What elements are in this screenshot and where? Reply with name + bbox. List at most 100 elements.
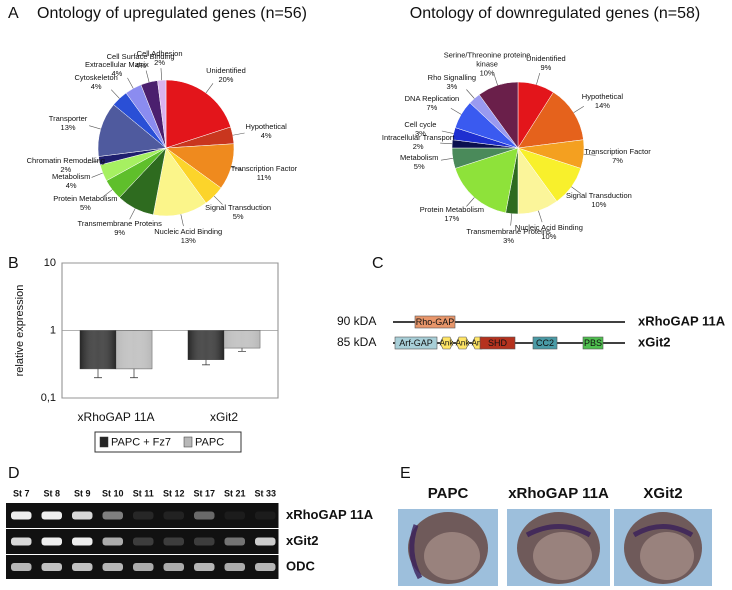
- lane-label: St 9: [74, 488, 91, 498]
- slice-name: Metabolism: [400, 152, 439, 162]
- leader-line: [232, 132, 245, 136]
- domain-box: [479, 336, 516, 350]
- slice-label: Transporter 13%: [20, 114, 116, 132]
- gel-row-label: ODC: [286, 558, 316, 573]
- gel-band: [194, 537, 215, 546]
- slice-label: Hypothetical 4%: [218, 122, 314, 140]
- embryo-stain: [525, 524, 592, 538]
- slice-value: 4%: [111, 69, 123, 79]
- gel-band: [163, 563, 184, 571]
- slice-name: Cytoskeleton: [74, 73, 118, 83]
- panel-label: B: [8, 255, 19, 272]
- slice-label: Unidentified 20%: [178, 66, 274, 84]
- slice-name: Protein Metabolism: [419, 205, 484, 214]
- lane-label: St 8: [43, 488, 60, 498]
- slice-name: Unidentified: [526, 54, 566, 64]
- gel-band: [224, 563, 245, 571]
- slice-name: Nucleic Acid Binding: [154, 226, 223, 236]
- leader-line: [205, 83, 214, 94]
- lane-label: St 33: [254, 488, 276, 498]
- domain-label: Ank: [456, 339, 471, 348]
- slice-name: Hypothetical: [245, 122, 287, 132]
- slice-label: DNA Replication 7%: [384, 94, 480, 112]
- gel-band: [255, 537, 276, 546]
- embryo-stain: [632, 524, 694, 538]
- legend-label: PAPC + Fz7: [111, 436, 171, 448]
- y-axis-label: relative expression: [14, 285, 26, 377]
- leader-line: [571, 186, 582, 195]
- gel-row-label: xRhoGAP 11A: [286, 507, 374, 522]
- domain-box: [455, 336, 470, 350]
- panel-label: E: [400, 465, 411, 482]
- slice-value: 20%: [218, 75, 234, 85]
- domain-label: PBS: [584, 338, 602, 348]
- domain-box: [394, 336, 438, 350]
- leader-line: [466, 197, 475, 207]
- chart-title: Ontology of upregulated genes (n=56): [37, 5, 307, 22]
- x-tick-label: xGit2: [210, 410, 238, 424]
- leader-line: [573, 105, 585, 113]
- pie-slice: [152, 147, 207, 217]
- slice-name: Protein Metabolism: [53, 194, 118, 204]
- embryo-label: PAPC: [428, 485, 469, 502]
- slice-label: Protein Metabolism 17%: [404, 205, 500, 223]
- legend-swatch: [99, 436, 109, 448]
- leader-line: [450, 108, 462, 115]
- domain-label: Rho-GAP: [416, 317, 455, 327]
- embryo-highlight: [640, 532, 694, 580]
- leader-line: [466, 89, 475, 99]
- slice-name: Transmembrane Proteins: [77, 219, 162, 229]
- gel-band: [133, 537, 154, 546]
- gel-band: [11, 537, 32, 546]
- slice-value: 13%: [60, 122, 76, 132]
- leader-line: [129, 208, 136, 220]
- slice-name: Rho Signalling: [427, 72, 477, 82]
- error-bar: [202, 359, 210, 366]
- pie-slice: [97, 104, 167, 157]
- leader-line: [127, 77, 134, 89]
- gel-band: [102, 537, 123, 546]
- slice-label: Intracellular Transport 2%: [370, 133, 466, 151]
- protein-size: 90 kDA: [337, 314, 376, 328]
- legend-swatch: [183, 436, 193, 448]
- domain-label: Ank: [440, 339, 455, 348]
- slice-label: Cell Adhesion 2%: [112, 49, 208, 67]
- gel-band: [163, 537, 184, 546]
- leader-line: [536, 73, 541, 85]
- panel-label: A: [8, 5, 19, 22]
- slice-name: Unidentified: [206, 66, 246, 76]
- y-tick-label: 0,1: [41, 392, 56, 404]
- slice-label: Extracellular Matrix 4%: [69, 60, 165, 78]
- error-bar: [130, 368, 138, 379]
- slice-name: Transporter: [48, 113, 88, 123]
- domain-box: [582, 336, 604, 350]
- slice-label: Chromatin Remodelling 2%: [18, 156, 114, 174]
- slice-label: Transmembrane Proteins 9%: [72, 219, 168, 237]
- slice-name: Serine/Threonine proteine kinase: [443, 50, 531, 69]
- slice-name: Nucleic Acid Binding: [514, 222, 583, 232]
- gel-band: [224, 511, 245, 520]
- slice-label: Rho Signalling 3%: [404, 73, 500, 91]
- leader-line: [87, 160, 100, 164]
- pie-slice: [165, 79, 231, 149]
- embryo-label: XGit2: [643, 485, 682, 502]
- slice-label: Hypothetical 14%: [554, 92, 650, 110]
- domain-label: SHD: [488, 338, 508, 348]
- lane-label: St 7: [13, 488, 30, 498]
- slice-value: 5%: [232, 211, 244, 221]
- leader-line: [102, 189, 113, 198]
- slice-label: Protein Metabolism 5%: [37, 194, 133, 212]
- lane-label: St 11: [133, 488, 154, 498]
- leader-line: [91, 172, 103, 178]
- slice-value: 10%: [541, 231, 557, 241]
- leader-line: [510, 213, 513, 226]
- bar-sheen: [188, 330, 224, 360]
- leader-line: [213, 195, 223, 205]
- slice-value: 17%: [444, 214, 460, 223]
- lane-label: St 17: [193, 488, 215, 498]
- slice-name: Transcription Factor: [230, 164, 298, 174]
- slice-label: Unidentified 9%: [498, 54, 594, 72]
- slice-name: Transmembrane Proteins: [466, 226, 551, 236]
- protein-name: xGit2: [638, 334, 671, 349]
